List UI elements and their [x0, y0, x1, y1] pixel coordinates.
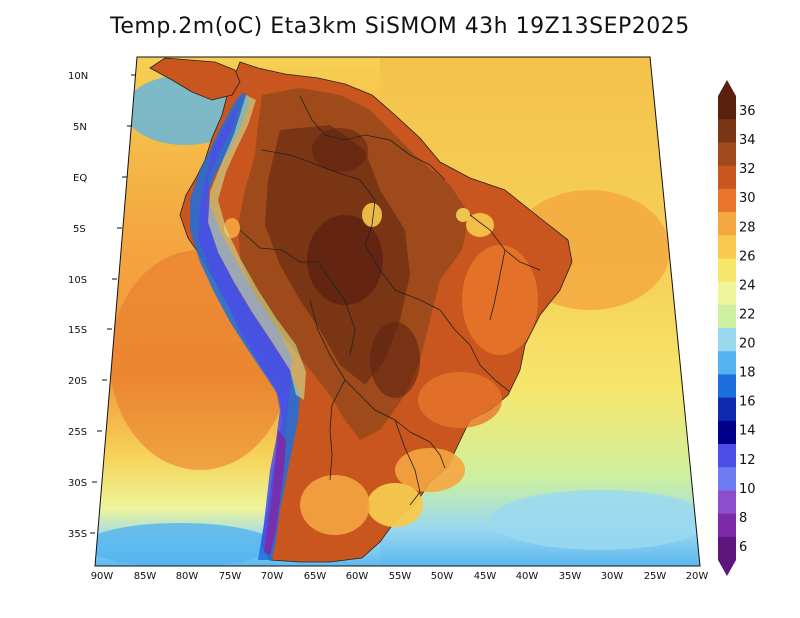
colorbar-swatch: [718, 235, 736, 259]
colorbar-label: 6: [739, 540, 747, 555]
andes-coldest-band: [198, 106, 292, 555]
lat-label: 15S: [68, 325, 87, 336]
colorbar-swatch: [718, 351, 736, 375]
colorbar-swatch: [718, 188, 736, 213]
colorbar-swatch: [718, 536, 736, 561]
cloud-spot-3: [456, 208, 470, 222]
colorbar-label: 16: [739, 395, 756, 410]
lat-label: EQ: [73, 173, 87, 184]
guiana-hot-spot: [312, 128, 368, 172]
lon-label: 45W: [474, 571, 497, 582]
colorbar-swatch: [718, 142, 736, 167]
colorbar-label: 30: [739, 191, 756, 206]
country-borders: [239, 95, 541, 506]
colorbar-label: 24: [739, 278, 756, 293]
colorbar-label: 20: [739, 337, 756, 352]
colorbar-swatch: [718, 467, 736, 491]
colorbar-bottom-arrow: [718, 560, 736, 576]
colorbar-label: 12: [739, 453, 756, 468]
colorbar-swatch: [718, 212, 736, 236]
latitude-axis: 10N 5N EQ 5S 10S 15S 20S 25S 30S 35S: [68, 71, 136, 540]
colorbar-label: 34: [739, 133, 756, 148]
colorbar-label: 22: [739, 307, 756, 322]
colorbar-swatch: [718, 165, 736, 190]
lon-label: 50W: [431, 571, 454, 582]
lat-label: 5N: [73, 122, 87, 133]
cloud-spot-1: [362, 203, 382, 227]
northeast-brazil-warm: [462, 245, 538, 355]
colorbar-label: 32: [739, 162, 756, 177]
central-america: [149, 57, 241, 101]
colorbar-swatch: [718, 328, 736, 352]
lat-label: 10S: [68, 275, 87, 286]
lon-label: 40W: [516, 571, 539, 582]
colorbar-swatch: [718, 119, 736, 143]
lat-label: 5S: [73, 224, 86, 235]
lon-label: 70W: [261, 571, 284, 582]
colorbar-swatch: [718, 258, 736, 283]
colorbar-swatch: [718, 490, 736, 515]
colorbar-label: 10: [739, 482, 756, 497]
lon-label: 80W: [176, 571, 199, 582]
map-domain: [95, 57, 700, 566]
lon-label: 60W: [346, 571, 369, 582]
cloud-spot-2: [466, 213, 494, 237]
lat-label: 20S: [68, 376, 87, 387]
chaco-hot-spot: [307, 215, 383, 305]
colorbar-label: 26: [739, 249, 756, 264]
lon-label: 65W: [304, 571, 327, 582]
lat-label: 35S: [68, 529, 87, 540]
pampas-mild: [300, 475, 370, 535]
colorbar-swatch: [718, 513, 736, 538]
lat-label: 25S: [68, 427, 87, 438]
colorbar-label: 8: [739, 511, 747, 526]
lon-label: 90W: [91, 571, 114, 582]
southeast-brazil-warm: [418, 372, 502, 428]
pacific-cool-south: [95, 523, 275, 566]
colorbar-top-arrow: [718, 80, 736, 96]
lat-label: 30S: [68, 478, 87, 489]
longitude-axis: 90W 85W 80W 75W 70W 65W 60W 55W 50W 45W …: [91, 571, 709, 582]
andes-peak-band: [264, 430, 286, 555]
lon-label: 75W: [219, 571, 242, 582]
colorbar-swatch: [718, 444, 736, 468]
colorbar-swatch: [718, 420, 736, 445]
lon-label: 20W: [686, 571, 709, 582]
colorbar-swatch: [718, 374, 736, 399]
map-title: Temp.2m(oC) Eta3km SiSMOM 43h 19Z13SEP20…: [110, 14, 690, 39]
colorbar-swatch: [718, 281, 736, 306]
colorbar-swatch: [718, 96, 736, 120]
lon-label: 85W: [134, 571, 157, 582]
lon-label: 30W: [601, 571, 624, 582]
colorbar-label: 28: [739, 220, 756, 235]
lon-label: 35W: [559, 571, 582, 582]
colorbar-label: 14: [739, 424, 756, 439]
colorbar: 36 34 32 30 28 26 24 22 20 18 16 14 12 10 8 6: [718, 80, 756, 576]
colorbar-label: 18: [739, 366, 756, 381]
lon-label: 25W: [644, 571, 667, 582]
atlantic-cool-south: [490, 490, 700, 550]
colorbar-label: 36: [739, 104, 756, 119]
andes-green-fringe: [208, 95, 306, 400]
lat-label: 10N: [68, 71, 88, 82]
lon-label: 55W: [389, 571, 412, 582]
cerrado-hot-spot: [370, 322, 420, 398]
colorbar-swatch: [718, 397, 736, 422]
uruguay-mild: [367, 483, 423, 527]
map-frame: [94, 56, 701, 567]
south-brazil-mild: [395, 448, 465, 492]
colorbar-swatch: [718, 304, 736, 329]
